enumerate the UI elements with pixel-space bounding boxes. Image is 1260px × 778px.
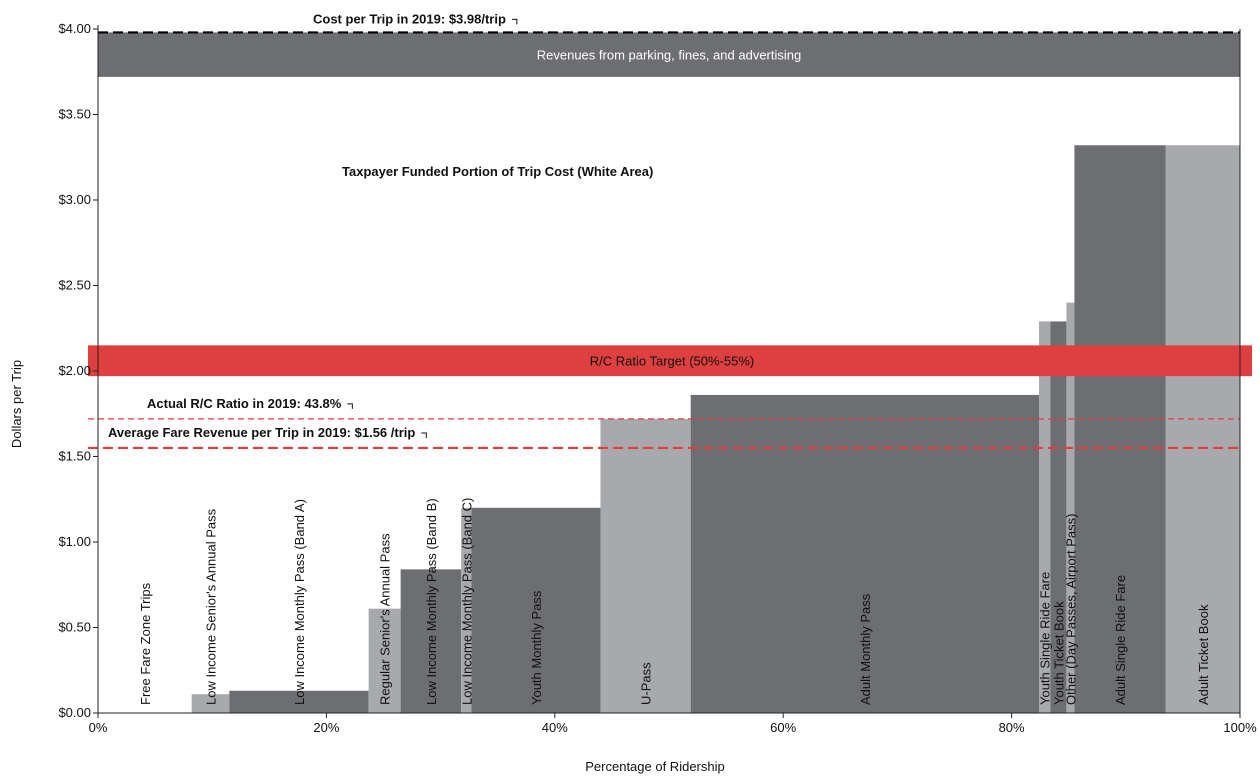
y-tick-label-5: $2.50 (58, 278, 91, 293)
y-tick-label-1: $0.50 (58, 620, 91, 635)
bar-label-9: Youth Single Ride Fare (1038, 572, 1053, 705)
bar-label-7: U-Pass (639, 662, 654, 705)
bar-13 (1165, 145, 1240, 713)
target-band-layer: R/C Ratio Target (50%-55%) (88, 345, 1252, 377)
bar-label-6: Youth Monthly Pass (529, 590, 544, 705)
bar-12 (1074, 145, 1166, 713)
bar-label-2: Low Income Monthly Pass (Band A) (292, 499, 307, 705)
bar-label-11: Other (Day Passes, Airport Pass) (1063, 514, 1078, 705)
y-tick-label-0: $0.00 (58, 705, 91, 720)
bar-label-3: Regular Senior's Annual Pass (378, 533, 393, 705)
bar-2 (229, 690, 369, 713)
bar-label-10: Youth Ticket Book (1051, 601, 1066, 705)
reference-line-label-1: Actual R/C Ratio in 2019: 43.8% (147, 396, 342, 411)
y-tick-label-2: $1.00 (58, 534, 91, 549)
annotations-layer: Taxpayer Funded Portion of Trip Cost (Wh… (342, 164, 653, 179)
x-tick-label-3: 60% (770, 720, 796, 735)
bar-label-5: Low Income Monthly Pass (Band C) (459, 498, 474, 705)
reference-lines-layer: Cost per Trip in 2019: $3.98/trip Actual … (88, 11, 1240, 450)
bar-11 (1066, 302, 1075, 713)
bar-label-4: Low Income Monthly Pass (Band B) (424, 498, 439, 705)
bar-1 (191, 694, 230, 713)
annotation-0: Taxpayer Funded Portion of Trip Cost (Wh… (342, 164, 653, 179)
bar-7 (600, 418, 691, 713)
bar-9 (1039, 321, 1051, 713)
y-tick-label-6: $3.00 (58, 192, 91, 207)
bar-label-13: Adult Ticket Book (1196, 604, 1211, 705)
bar-label-12: Adult Single Ride Fare (1113, 575, 1128, 705)
bar-label-1: Low Income Senior's Annual Pass (203, 508, 218, 705)
x-axis-title: Percentage of Ridership (585, 759, 724, 774)
target-band-label: R/C Ratio Target (50%-55%) (590, 354, 755, 369)
axes-layer: $0.00 $0.50 $1.00 $1.50 $2.00 $2.50 $3.00 $3.50… (58, 21, 1257, 735)
y-tick-label-4: $2.00 (58, 363, 91, 378)
x-tick-label-0: 0% (89, 720, 108, 735)
y-tick-label-3: $1.50 (58, 449, 91, 464)
bar-4 (400, 569, 462, 713)
y-tick-label-8: $4.00 (58, 21, 91, 36)
y-axis-title: Dollars per Trip (9, 360, 24, 448)
reference-bracket-1 (347, 403, 353, 409)
bands-layer: Revenues from parking, fines, and advert… (98, 32, 1240, 77)
revenue-band (98, 32, 1240, 77)
target-band (88, 345, 1252, 377)
bar-6 (471, 507, 601, 713)
reference-bracket-0 (511, 18, 518, 25)
bar-3 (368, 608, 401, 713)
reference-line-label-2: Average Fare Revenue per Trip in 2019: $… (108, 425, 415, 440)
bar-label-8: Adult Monthly Pass (858, 593, 873, 705)
x-tick-label-4: 80% (999, 720, 1025, 735)
bar-label-0: Free Fare Zone Trips (138, 582, 153, 705)
x-tick-label-5: 100% (1223, 720, 1257, 735)
reference-line-label-0: Cost per Trip in 2019: $3.98/trip (313, 11, 506, 26)
y-tick-label-7: $3.50 (58, 107, 91, 122)
bar-labels-layer: Free Fare Zone Trips Low Income Senior's … (138, 498, 1211, 705)
x-tick-label-2: 40% (542, 720, 568, 735)
x-tick-label-1: 20% (313, 720, 339, 735)
revenue-band-label: Revenues from parking, fines, and advert… (537, 48, 801, 63)
bar-5 (461, 507, 472, 713)
reference-bracket-2 (421, 432, 427, 438)
